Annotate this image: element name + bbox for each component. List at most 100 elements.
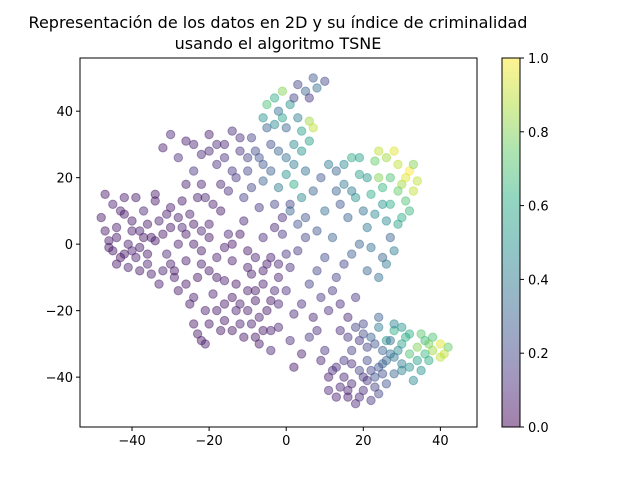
scatter-point	[381, 259, 392, 269]
scatter-point	[404, 166, 415, 176]
scatter-point	[104, 236, 114, 246]
scatter-point	[374, 272, 384, 283]
scatter-point	[343, 312, 353, 322]
scatter-point	[350, 192, 361, 203]
scatter-point	[296, 126, 307, 136]
scatter-point	[312, 83, 322, 93]
scatter-point	[370, 209, 380, 219]
scatter-point	[250, 146, 261, 156]
scatter-point	[223, 229, 234, 239]
scatter-point	[323, 372, 334, 382]
scatter-point	[127, 216, 137, 226]
scatter-point	[366, 332, 376, 342]
scatter-point	[312, 266, 322, 276]
scatter-point	[412, 342, 422, 352]
scatter-point	[239, 216, 249, 226]
scatter-point	[246, 182, 257, 193]
scatter-point	[408, 375, 419, 386]
scatter-point	[273, 272, 284, 283]
scatter-point	[273, 182, 284, 193]
scatter-point	[273, 259, 284, 269]
scatter-point	[200, 339, 211, 349]
scatter-point	[339, 259, 349, 269]
scatter-point	[227, 292, 237, 303]
scatter-point	[377, 252, 388, 263]
scatter-point	[192, 272, 203, 283]
scatter-point	[397, 339, 407, 349]
scatter-point	[204, 129, 214, 140]
scatter-point	[416, 365, 426, 376]
scatter-point	[343, 392, 353, 402]
scatter-point	[154, 279, 164, 289]
scatter-point	[258, 266, 268, 276]
scatter-point	[165, 222, 176, 233]
scatter-point	[212, 272, 222, 283]
scatter-point	[339, 159, 349, 170]
scatter-point	[262, 305, 272, 316]
scatter-point	[185, 209, 195, 219]
scatter-point	[339, 355, 349, 366]
scatter-point	[111, 259, 122, 269]
scatter-point	[162, 249, 172, 259]
scatter-point	[250, 296, 261, 306]
scatter-point	[189, 319, 199, 329]
scatter-point	[273, 299, 284, 309]
scatter-point	[158, 143, 168, 153]
scatter-point	[119, 249, 130, 259]
scatter-point	[165, 259, 176, 269]
colorbar	[502, 58, 520, 427]
scatter-point	[250, 252, 261, 263]
scatter-point	[219, 299, 230, 309]
scatter-point	[119, 209, 130, 219]
scatter-point	[285, 262, 295, 273]
scatter-point	[393, 186, 403, 196]
scatter-point	[320, 252, 330, 263]
scatter-point	[208, 289, 218, 299]
scatter-point	[397, 179, 407, 190]
scatter-point	[219, 153, 230, 163]
scatter-point	[154, 216, 164, 226]
scatter-point	[254, 339, 264, 349]
scatter-point	[235, 299, 245, 309]
y-tick-label: 40	[56, 105, 73, 120]
scatter-point	[181, 279, 191, 289]
scatter-point	[235, 133, 245, 143]
scatter-point	[277, 113, 288, 123]
scatter-point	[196, 259, 207, 269]
scatter-point	[385, 232, 395, 243]
scatter-point	[196, 149, 207, 160]
y-tick-label: 0	[65, 238, 73, 253]
scatter-point	[277, 229, 288, 239]
scatter-point	[362, 222, 372, 233]
scatter-point	[358, 206, 368, 216]
scatter-point	[227, 325, 237, 336]
scatter-point	[235, 319, 245, 329]
scatter-point	[397, 322, 407, 332]
scatter-point	[316, 355, 326, 366]
scatter-point	[424, 355, 434, 366]
x-tick-label: 0	[282, 434, 290, 449]
scatter-point	[258, 176, 268, 186]
scatter-point	[246, 319, 257, 329]
scatter-point	[312, 325, 322, 336]
scatter-point	[181, 256, 191, 266]
scatter-point	[354, 153, 365, 163]
scatter-point	[189, 139, 199, 150]
x-tick-label: 20	[355, 434, 372, 449]
scatter-point	[354, 365, 365, 376]
scatter-point	[381, 335, 392, 346]
scatter-point	[115, 206, 126, 216]
scatter-point	[374, 312, 384, 322]
scatter-point	[385, 199, 395, 210]
scatter-point	[266, 139, 276, 150]
scatter-point	[142, 249, 153, 259]
scatter-point	[370, 339, 380, 349]
scatter-point	[239, 192, 249, 203]
scatter-point	[331, 362, 341, 372]
scatter-point	[296, 192, 307, 203]
scatter-point	[350, 322, 361, 332]
scatter-point	[243, 286, 253, 296]
scatter-point	[385, 173, 395, 183]
scatter-point	[100, 189, 110, 200]
scatter-point	[181, 179, 191, 190]
